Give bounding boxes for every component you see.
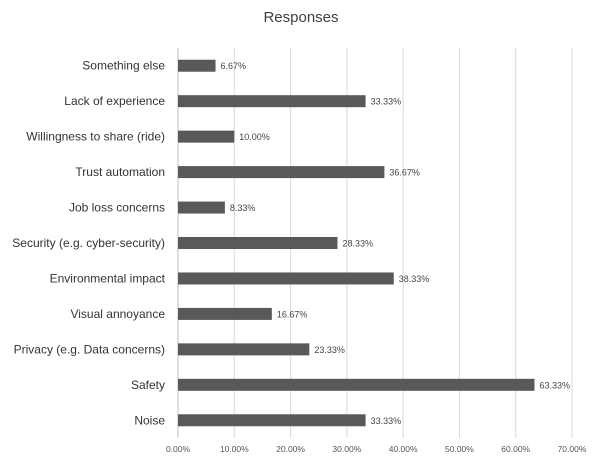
data-label: 8.33%: [230, 203, 256, 213]
x-tick-label: 10.00%: [220, 444, 249, 454]
bar: [178, 343, 310, 356]
bar: [178, 166, 385, 179]
bars: [178, 59, 535, 427]
x-tick-label: 60.00%: [501, 444, 530, 454]
bar: [178, 130, 235, 143]
bar: [178, 414, 366, 427]
category-label: Willingness to share (ride): [26, 130, 165, 144]
bar: [178, 272, 394, 285]
x-tick-label: 30.00%: [332, 444, 361, 454]
data-label: 16.67%: [277, 309, 308, 319]
data-labels: 6.67% 33.33% 10.00% 36.67% 8.33% 28.33% 38.33%…: [221, 61, 570, 426]
category-label: Privacy (e.g. Data concerns): [14, 342, 165, 356]
x-tick-label: 50.00%: [445, 444, 474, 454]
data-label: 36.67%: [389, 168, 420, 178]
chart-title: Responses: [263, 9, 338, 26]
bar: [178, 201, 225, 214]
data-label: 28.33%: [342, 239, 373, 249]
category-labels: Something else Lack of experience Willingn…: [12, 59, 165, 428]
bar: [178, 378, 535, 391]
data-label: 38.33%: [399, 274, 430, 284]
x-axis-ticks: 0.00% 10.00% 20.00% 30.00% 40.00% 50.00% 60.00…: [166, 444, 587, 454]
data-label: 23.33%: [314, 345, 345, 355]
data-label: 10.00%: [239, 132, 270, 142]
category-label: Job loss concerns: [69, 201, 165, 215]
bar: [178, 95, 366, 108]
bar: [178, 307, 272, 320]
category-label: Noise: [134, 413, 165, 427]
category-label: Safety: [131, 378, 165, 392]
x-tick-label: 20.00%: [276, 444, 305, 454]
x-tick-label: 70.00%: [558, 444, 587, 454]
data-label: 33.33%: [371, 97, 402, 107]
category-label: Lack of experience: [64, 94, 165, 108]
category-label: Security (e.g. cyber-security): [12, 236, 165, 250]
data-label: 33.33%: [371, 416, 402, 426]
category-label: Trust automation: [75, 165, 165, 179]
category-label: Something else: [82, 59, 165, 73]
bar: [178, 59, 216, 72]
x-tick-label: 0.00%: [166, 444, 191, 454]
category-label: Visual annoyance: [70, 307, 165, 321]
bar: [178, 237, 338, 249]
x-tick-label: 40.00%: [389, 444, 418, 454]
data-label: 63.33%: [539, 380, 570, 390]
category-label: Environmental impact: [50, 271, 166, 285]
data-label: 6.67%: [221, 61, 247, 71]
